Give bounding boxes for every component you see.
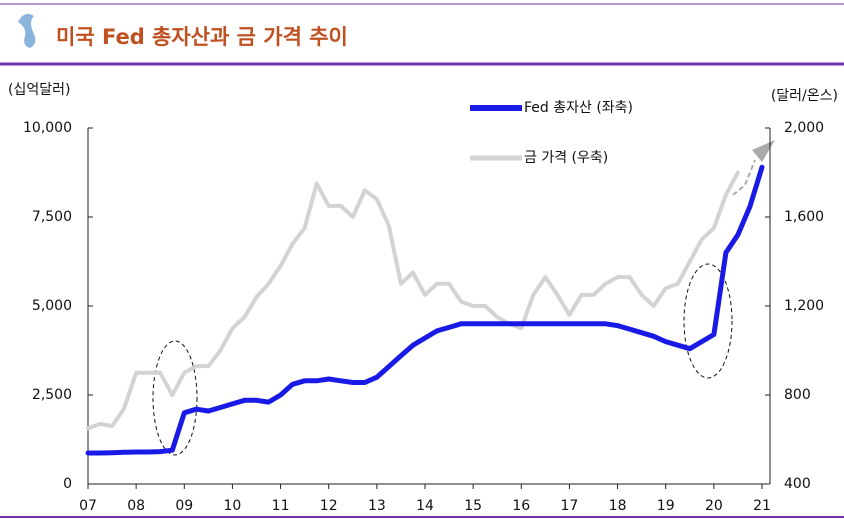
trend-arrowhead xyxy=(752,140,775,162)
highlight-circle xyxy=(152,340,198,456)
x-tick-label: 12 xyxy=(320,498,338,514)
x-tick-label: 08 xyxy=(127,498,145,514)
y-tick-label: 5,000 xyxy=(32,298,72,314)
x-tick-label: 21 xyxy=(753,498,771,514)
legend-label: Fed 총자산 (좌축) xyxy=(524,100,633,116)
y-tick-label: 10,000 xyxy=(23,120,72,136)
highlight-circle xyxy=(683,263,733,379)
chart-title: 미국 Fed 총자산과 금 가격 추이 xyxy=(56,25,348,49)
y2-axis-title: (달러/온스) xyxy=(771,88,838,104)
y-tick-label: 7,500 xyxy=(32,209,72,225)
x-tick-label: 10 xyxy=(224,498,242,514)
title-icon xyxy=(18,14,36,48)
x-tick-label: 17 xyxy=(561,498,579,514)
y-axis-title: (십억달러) xyxy=(8,82,70,98)
y2-tick-label: 400 xyxy=(784,476,811,492)
x-tick-label: 07 xyxy=(79,498,97,514)
y2-tick-label: 2,000 xyxy=(784,120,824,136)
y2-tick-label: 1,200 xyxy=(784,298,824,314)
x-tick-label: 15 xyxy=(464,498,482,514)
x-tick-label: 20 xyxy=(705,498,723,514)
trend-arrow xyxy=(732,159,756,196)
x-tick-label: 18 xyxy=(609,498,627,514)
y-tick-label: 0 xyxy=(63,476,72,492)
y-tick-label: 2,500 xyxy=(32,387,72,403)
series-line xyxy=(86,170,740,431)
y2-tick-label: 800 xyxy=(784,387,811,403)
legend-label: 금 가격 (우축) xyxy=(524,150,608,166)
x-tick-label: 13 xyxy=(368,498,386,514)
x-tick-label: 11 xyxy=(272,498,290,514)
x-tick-label: 09 xyxy=(175,498,193,514)
x-tick-label: 19 xyxy=(657,498,675,514)
x-tick-label: 16 xyxy=(512,498,530,514)
x-tick-label: 14 xyxy=(416,498,434,514)
y2-tick-label: 1,600 xyxy=(784,209,824,225)
series-line xyxy=(85,164,765,456)
